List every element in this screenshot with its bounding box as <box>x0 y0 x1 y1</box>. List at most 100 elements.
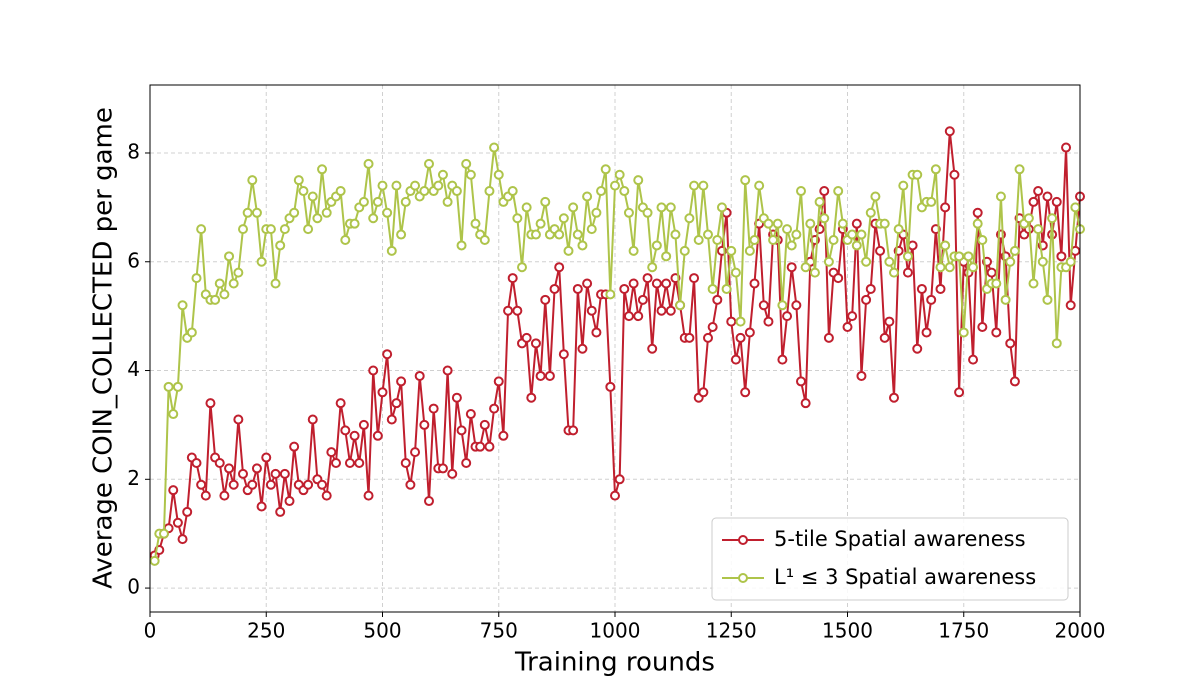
point <box>898 180 909 191</box>
point <box>628 245 639 256</box>
point <box>465 409 476 420</box>
y-tick-label: 8 <box>127 139 140 163</box>
point <box>633 175 644 186</box>
point <box>703 229 713 240</box>
point <box>614 169 625 180</box>
point <box>526 392 537 403</box>
point <box>1065 300 1076 311</box>
point <box>363 490 374 501</box>
point <box>986 267 997 278</box>
point <box>372 196 383 207</box>
point <box>289 441 300 452</box>
y-tick-label: 4 <box>127 357 140 381</box>
point <box>303 479 314 490</box>
point <box>1056 251 1067 262</box>
point <box>605 381 616 392</box>
point <box>265 479 276 490</box>
point <box>954 387 965 398</box>
point <box>642 207 653 218</box>
point <box>530 229 541 240</box>
point <box>349 430 360 441</box>
point <box>335 398 346 409</box>
point <box>568 202 579 213</box>
point <box>224 251 235 262</box>
point <box>902 267 913 278</box>
point <box>749 235 760 245</box>
point <box>554 262 565 273</box>
point <box>596 186 607 197</box>
point <box>284 496 295 507</box>
point <box>1037 256 1048 267</box>
point <box>842 322 853 333</box>
point <box>196 224 207 235</box>
point <box>512 213 523 224</box>
point <box>1023 213 1034 224</box>
point <box>1005 338 1016 349</box>
point <box>251 207 262 218</box>
point <box>772 218 783 229</box>
point <box>484 186 495 197</box>
point <box>744 327 755 338</box>
point <box>479 419 490 430</box>
point <box>386 245 397 256</box>
point <box>549 283 560 294</box>
point <box>833 186 844 197</box>
point <box>889 392 899 403</box>
point <box>298 186 309 197</box>
point <box>591 327 602 338</box>
point <box>461 457 472 468</box>
point <box>493 376 504 387</box>
x-tick-label: 1750 <box>938 619 989 643</box>
point <box>875 245 886 256</box>
point <box>940 240 951 251</box>
point <box>837 218 848 229</box>
point <box>451 186 462 197</box>
point <box>800 398 811 409</box>
point <box>321 207 332 218</box>
point <box>530 338 541 349</box>
point <box>1061 142 1072 153</box>
point <box>558 349 569 360</box>
point <box>410 447 421 458</box>
point <box>163 381 174 392</box>
point <box>219 490 230 501</box>
point <box>363 158 374 169</box>
point <box>1033 224 1044 235</box>
point <box>349 218 360 229</box>
point <box>972 207 983 218</box>
point <box>149 555 160 566</box>
x-tick-label: 250 <box>247 619 285 643</box>
point <box>419 186 430 197</box>
point <box>307 191 318 202</box>
point <box>558 213 569 224</box>
point <box>916 283 927 294</box>
point <box>168 409 179 420</box>
point <box>786 240 797 251</box>
point <box>442 196 453 207</box>
point <box>512 305 523 316</box>
point <box>186 327 197 338</box>
point <box>400 196 411 207</box>
point <box>377 387 388 398</box>
point <box>782 224 793 235</box>
plot-frame <box>149 84 1081 613</box>
point <box>489 142 500 153</box>
point <box>693 235 704 245</box>
point <box>670 229 681 240</box>
point <box>265 224 276 235</box>
point <box>214 457 225 468</box>
point <box>721 283 732 294</box>
point <box>261 452 272 463</box>
point <box>819 186 830 197</box>
point <box>228 278 239 289</box>
point <box>191 457 202 468</box>
point <box>935 262 946 273</box>
point <box>749 278 760 289</box>
point <box>665 202 676 213</box>
point <box>684 213 695 224</box>
point <box>698 387 709 398</box>
point <box>930 164 941 175</box>
point <box>247 479 258 490</box>
point <box>796 376 806 387</box>
point <box>796 186 806 197</box>
